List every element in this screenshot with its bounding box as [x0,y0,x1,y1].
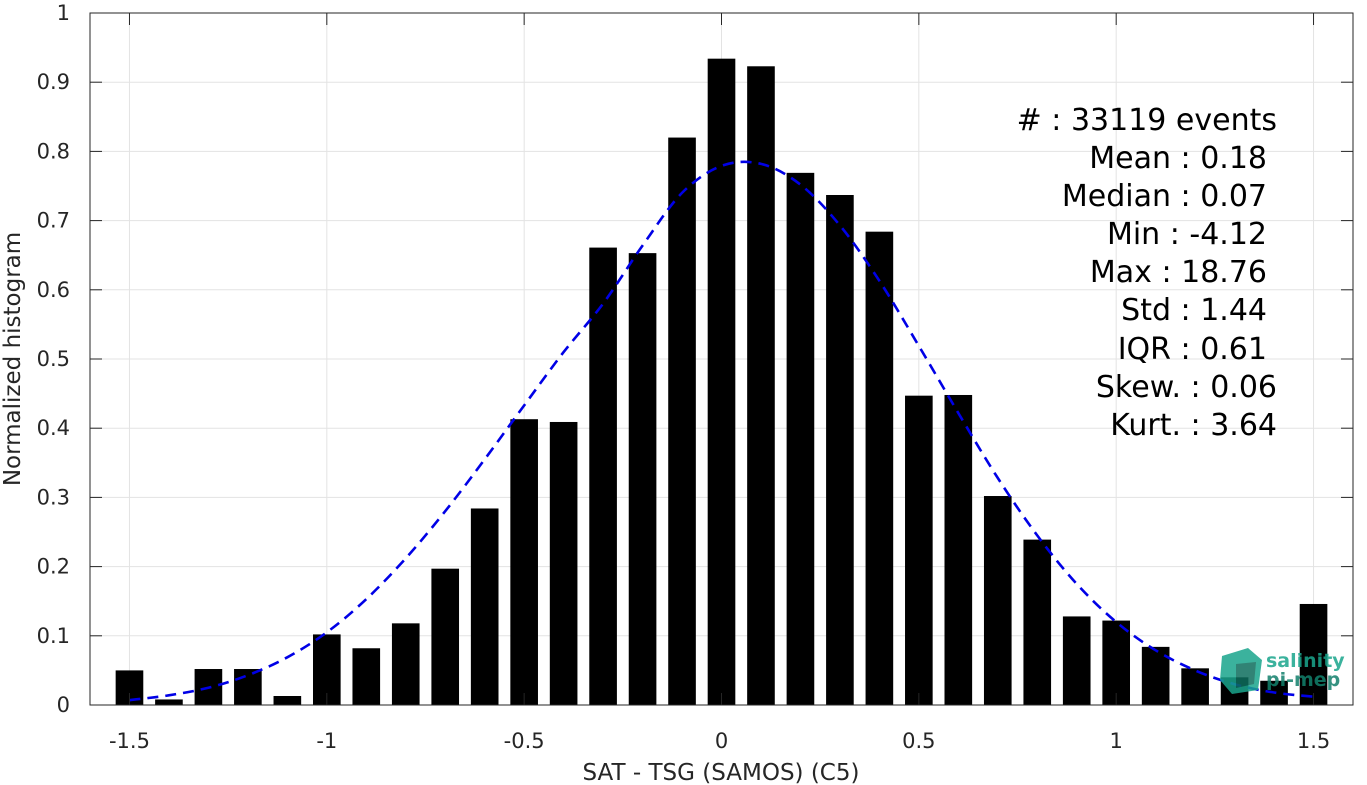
histogram-bar [1062,616,1091,705]
histogram-bar [549,421,578,705]
x-tick-label: 1.5 [1297,729,1330,753]
histogram-bar [155,699,183,705]
histogram-bar [668,137,696,705]
histogram-bar [983,496,1012,705]
histogram-bar [470,508,499,705]
x-axis-tick-labels: -1.5 -1 -0.5 0 0.5 1 1.5 [109,729,1330,753]
stat-kurt: Kurt. : 3.64 [1110,408,1277,443]
y-tick-label: 0.3 [37,485,70,509]
x-tick-label: -1.5 [109,729,150,753]
histogram-bar [234,669,262,705]
histogram-bar [707,58,736,706]
stat-iqr: IQR : 0.61 [1118,332,1267,367]
histogram-bar [905,395,933,705]
y-tick-label: 0.6 [37,278,70,302]
logo-line2: pi-mep [1266,669,1340,691]
histogram-bar [1102,620,1131,705]
y-tick-label: 0 [57,693,70,717]
y-tick-label: 0.7 [37,209,70,233]
y-tick-label: 0.8 [37,139,70,163]
histogram-bar [1023,539,1052,705]
y-tick-label: 0.5 [37,347,70,371]
x-tick-label: 0 [715,729,728,753]
stat-std: Std : 1.44 [1121,293,1267,328]
y-tick-label: 0.1 [37,624,70,648]
logo-mark-shade [1236,662,1256,688]
histogram-bar [865,231,894,705]
y-axis-label: Normalized histogram [0,232,26,486]
histogram-bar [747,66,775,705]
x-tick-label: -1 [316,729,337,753]
histogram-bar [1299,603,1328,705]
histogram-bar [431,568,460,705]
stat-skew: Skew. : 0.06 [1096,370,1277,405]
stat-max: Max : 18.76 [1090,255,1267,290]
histogram-bar [589,247,617,705]
y-tick-label: 1 [57,1,70,25]
y-axis-tick-labels: 0 0.1 0.2 0.3 0.4 0.5 0.6 0.7 0.8 0.9 1 [37,1,70,717]
y-tick-label: 0.4 [37,416,70,440]
histogram-bar [352,648,381,705]
histogram-bar [273,696,302,705]
y-tick-label: 0.9 [37,70,70,94]
x-axis-label: SAT - TSG (SAMOS) (C5) [583,760,860,785]
histogram-bar [826,194,854,705]
gaussian-fit-curve [129,160,1314,702]
histogram-bar [510,419,538,705]
statistics-box: # : 33119 events Mean : 0.18 Median : 0.… [1017,103,1277,443]
x-tick-label: 1 [1110,729,1123,753]
axis-ticks [90,12,1353,706]
histogram-bar [786,172,815,706]
y-tick-label: 0.2 [37,555,70,579]
stat-events: # : 33119 events [1017,103,1277,138]
x-tick-label: 0.5 [902,729,935,753]
stat-median: Median : 0.07 [1062,179,1267,214]
x-tick-label: -0.5 [504,729,545,753]
logo-line1: salinity [1266,650,1345,672]
histogram-bar [628,253,657,705]
salinity-pimep-logo: salinity pi-mep [1220,648,1345,694]
histogram-bar [391,623,420,705]
stat-mean: Mean : 0.18 [1089,141,1267,176]
histogram-bar [944,394,973,705]
stat-min: Min : -4.12 [1107,217,1267,252]
